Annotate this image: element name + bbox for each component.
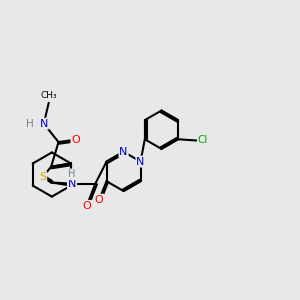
- Text: O: O: [71, 135, 80, 145]
- Text: H: H: [68, 169, 76, 179]
- Text: O: O: [82, 201, 91, 211]
- Text: N: N: [40, 119, 48, 129]
- Text: N: N: [119, 147, 128, 157]
- Text: O: O: [95, 195, 103, 205]
- Text: Cl: Cl: [198, 136, 208, 146]
- Text: CH₃: CH₃: [40, 91, 57, 100]
- Text: N: N: [68, 179, 76, 189]
- Text: H: H: [26, 119, 34, 129]
- Text: S: S: [39, 172, 46, 182]
- Text: N: N: [136, 157, 145, 166]
